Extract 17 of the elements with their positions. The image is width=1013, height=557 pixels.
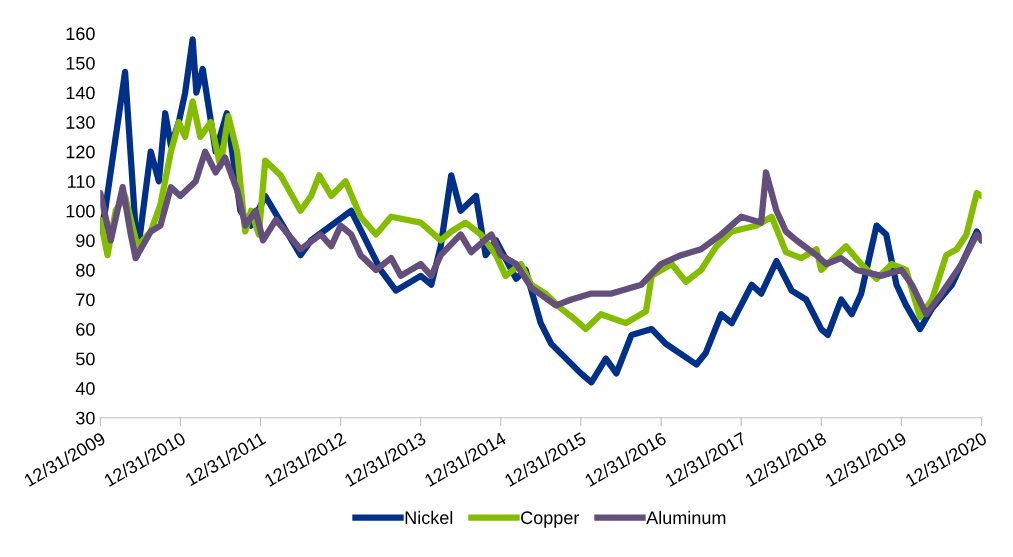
- y-tick-label: 30: [76, 411, 95, 425]
- y-tick-label: 150: [66, 56, 95, 70]
- y-tick-label: 50: [76, 352, 95, 366]
- y-tick-label: 120: [66, 145, 95, 159]
- legend-label: Copper: [521, 511, 580, 528]
- y-tick-label: 90: [76, 234, 95, 248]
- y-tick-label: 130: [66, 116, 95, 129]
- y-tick-label: 110: [68, 175, 95, 188]
- y-tick-label: 140: [66, 86, 95, 100]
- y-tick-label: 70: [76, 293, 95, 307]
- legend-label: Nickel: [405, 510, 453, 525]
- legend-label: Aluminum: [646, 510, 726, 525]
- y-tick-label: 160: [66, 27, 95, 41]
- y-tick-label: 60: [76, 322, 95, 336]
- y-tick-label: 100: [66, 204, 95, 218]
- y-tick-label: 40: [75, 382, 95, 395]
- y-tick-label: 80: [76, 263, 95, 277]
